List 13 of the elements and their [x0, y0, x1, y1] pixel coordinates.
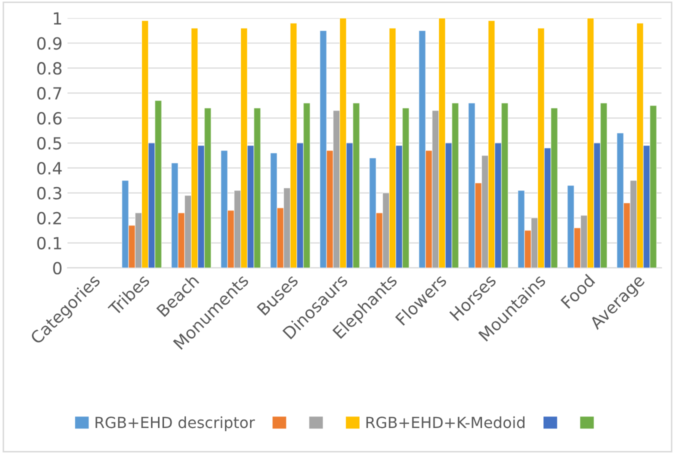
- y-tick-label: 0.1: [37, 236, 62, 250]
- legend-label: RGB+EHD descriptor: [96, 416, 255, 432]
- y-tick-label: 0: [53, 262, 62, 274]
- y-tick-label: 0.5: [37, 136, 62, 150]
- legend-label: RGB+EHD+K-Medoid: [366, 416, 524, 428]
- y-tick-label: 0.9: [37, 37, 62, 50]
- y-tick-label: 0.4: [37, 162, 62, 175]
- y-tick-label: 0.6: [37, 112, 62, 125]
- y-tick-label: 0.3: [37, 186, 62, 200]
- y-tick-label: 0.2: [37, 212, 61, 224]
- y-tick-label: 1: [54, 12, 62, 24]
- y-tick-label: 0.8: [37, 62, 62, 75]
- y-tick-label: 0.7: [37, 87, 62, 100]
